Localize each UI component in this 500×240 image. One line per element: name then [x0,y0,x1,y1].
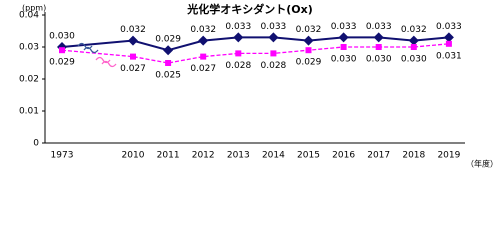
data-label: 0.030 [49,32,75,42]
point [373,32,384,43]
data-label: 0.030 [401,55,427,65]
data-label: 0.033 [225,22,251,32]
point [200,53,207,60]
point [445,40,452,47]
data-label: 0.025 [155,71,181,81]
point [340,44,347,50]
chart-title: 光化学オキシダント(Ox) [186,2,313,16]
x-tick-label: 2018 [402,151,425,161]
data-label: 0.032 [401,25,427,35]
point [410,44,417,50]
break-mark [77,42,99,54]
point [443,32,454,43]
y-tick-label: 0.04 [19,11,39,21]
point [233,32,244,43]
x-tick-label: 2017 [367,151,390,161]
y-tick-label: 0.01 [19,107,39,117]
point [163,45,174,56]
x-tick-label: 2016 [332,151,355,161]
data-label: 0.028 [261,61,287,71]
x-tick-label: 2011 [157,151,180,161]
point [375,44,382,50]
point [408,35,419,46]
point [128,35,138,46]
data-label: 0.029 [155,35,181,45]
axis-break [77,42,117,68]
x-tick-label: 1973 [51,151,74,161]
plot-area: 0 0.01 0.02 0.03 0.04 1973 2010 2011 2012 2013 201… [19,11,462,161]
x-tick-label: 2019 [437,151,460,161]
point [305,47,312,54]
y-axis-label: (ppm) [22,4,46,13]
data-label: 0.033 [331,22,357,32]
point [268,32,279,43]
point [303,35,314,46]
data-label: 0.032 [296,25,322,35]
x-axis-label: （年度） [466,159,498,169]
data-label: 0.030 [331,55,357,65]
point [235,50,242,57]
data-label: 0.030 [366,55,392,65]
point [130,53,136,60]
series-line [61,36,449,52]
data-label: 0.028 [225,61,251,71]
x-tick-label: 2013 [227,151,250,161]
y-tick-label: 0 [33,139,39,149]
point [270,50,277,57]
break-mark [95,56,117,68]
data-label: 0.027 [120,64,146,74]
point [59,47,65,54]
data-label: 0.031 [436,51,462,61]
data-label: 0.033 [436,22,462,32]
data-label: 0.029 [296,58,322,68]
data-label: 0.033 [366,22,392,32]
x-tick-label: 2015 [297,151,320,161]
data-label: 0.032 [120,25,146,35]
y-tick-label: 0.03 [19,43,39,53]
point [198,35,209,46]
x-tick-label: 2014 [262,151,285,161]
y-tick-label: 0.02 [19,75,39,85]
data-label: 0.029 [49,58,75,68]
x-tick-label: 2010 [122,151,145,161]
data-label: 0.027 [190,64,216,74]
point [165,60,172,66]
data-label: 0.033 [261,22,287,32]
x-tick-label: 2012 [192,151,215,161]
data-label: 0.032 [190,25,216,35]
point [338,32,349,43]
chart: 光化学オキシダント(Ox) (ppm) （年度） 0 0.01 0.02 0.03 0.… [19,2,498,169]
